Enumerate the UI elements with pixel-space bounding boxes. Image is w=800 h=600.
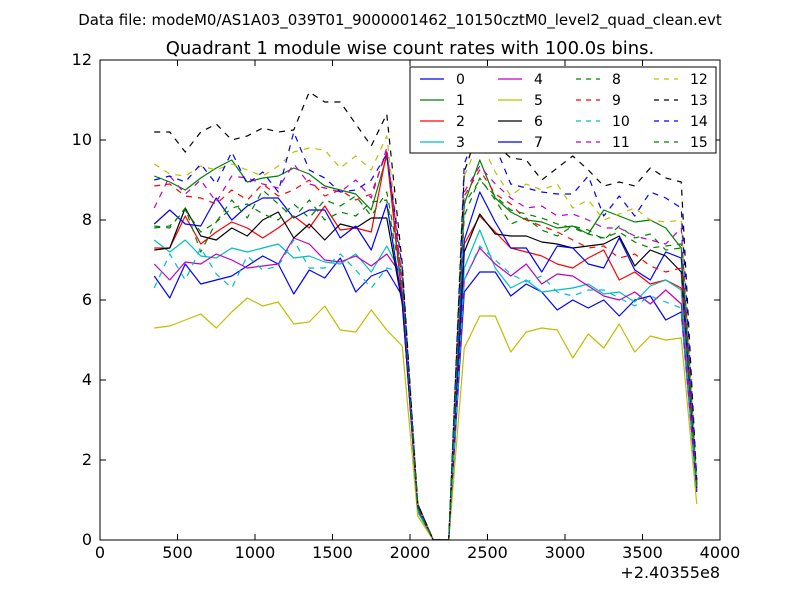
x-tick-label: 500 (162, 543, 193, 562)
legend-label-12: 12 (690, 72, 708, 88)
series-line-7 (153, 191, 698, 540)
legend-label-3: 3 (456, 135, 465, 151)
series-line-9 (154, 151, 698, 540)
legend-label-2: 2 (456, 114, 465, 130)
y-tick-label: 0 (82, 530, 92, 549)
x-tick-label: 3500 (622, 543, 663, 562)
legend-label-1: 1 (456, 93, 465, 109)
chart-suptitle: Data file: modeM0/AS1A03_039T01_90000014… (78, 11, 722, 30)
series-layer (153, 91, 698, 540)
y-tick-label: 8 (82, 210, 92, 229)
x-tick-label: 1500 (312, 543, 353, 562)
series-line-12 (153, 135, 698, 540)
x-tick-label: 4000 (700, 543, 741, 562)
legend-label-4: 4 (534, 72, 543, 88)
series-line-8 (154, 177, 698, 540)
series-line-14 (154, 121, 698, 540)
axes-layer: 0 500 1000 1500 2000 2500 3000 3500 400002468101… (72, 50, 741, 562)
y-tick-label: 6 (82, 290, 92, 309)
y-tick-label: 12 (72, 50, 92, 69)
x-tick-label: 0 (95, 543, 105, 562)
series-line-10 (153, 239, 698, 540)
legend-label-10: 10 (612, 114, 630, 130)
legend-label-5: 5 (534, 93, 543, 109)
x-tick-label: 3000 (545, 543, 586, 562)
legend-label-7: 7 (534, 135, 543, 151)
series-line-6 (154, 207, 698, 540)
x-tick-label: 2500 (467, 543, 508, 562)
series-line-4 (153, 237, 698, 540)
y-tick-label: 4 (82, 370, 92, 389)
legend-label-0: 0 (456, 72, 465, 88)
chart-title: Quadrant 1 module wise count rates with … (166, 38, 655, 59)
y-tick-label: 10 (72, 130, 92, 149)
legend-label-9: 9 (612, 93, 621, 109)
legend-label-13: 13 (690, 93, 708, 109)
legend-label-14: 14 (690, 114, 708, 130)
series-line-2 (154, 151, 698, 540)
series-line-1 (154, 155, 698, 540)
x-tick-label: 2000 (390, 543, 431, 562)
legend-label-11: 11 (612, 135, 630, 151)
series-line-15 (154, 179, 698, 540)
legend-label-8: 8 (612, 72, 621, 88)
legend-label-6: 6 (534, 114, 543, 130)
y-tick-label: 2 (82, 450, 92, 469)
legend-label-15: 15 (690, 135, 708, 151)
series-line-3 (153, 229, 698, 540)
x-tick-label: 1000 (235, 543, 276, 562)
x-offset-label: +2.40355e8 (620, 563, 720, 582)
series-line-5 (154, 297, 698, 540)
legend-box (409, 66, 717, 154)
series-line-13 (154, 91, 698, 540)
